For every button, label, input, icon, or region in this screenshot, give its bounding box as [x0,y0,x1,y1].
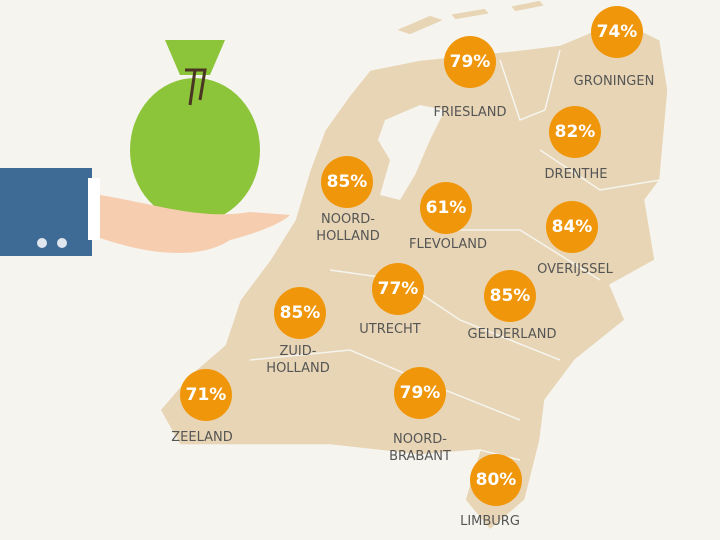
percentage-bubble: 79% [394,367,446,419]
percentage-bubble: 61% [420,182,472,234]
province-label: GELDERLAND [467,327,557,342]
province-label: OVERIJSSEL [537,262,613,277]
percentage-bubble: 71% [180,369,232,421]
province-label: FLEVOLAND [409,237,487,252]
province-label: FRIESLAND [433,105,507,120]
ijsselmeer [378,105,445,200]
percentage-bubble: 85% [321,156,373,208]
percentage-bubble: 84% [546,201,598,253]
province-label: NOORD- HOLLAND [316,212,380,244]
percentage-bubble: 74% [591,6,643,58]
percentage-bubble: 80% [470,454,522,506]
wadden-islands [392,0,547,36]
percentage-bubble: 82% [549,106,601,158]
province-label: DRENTHE [544,167,608,182]
province-label: ZEELAND [171,430,233,445]
percentage-bubble: 79% [444,36,496,88]
province-label: GRONINGEN [573,74,655,89]
percentage-bubble: 77% [372,263,424,315]
hand-holding-money-bag-icon [0,40,290,256]
province-label: ZUID- HOLLAND [266,344,330,376]
province-label: UTRECHT [359,322,421,337]
province-label: NOORD- BRABANT [389,432,451,464]
percentage-bubble: 85% [274,287,326,339]
province-label: LIMBURG [460,514,520,529]
percentage-bubble: 85% [484,270,536,322]
